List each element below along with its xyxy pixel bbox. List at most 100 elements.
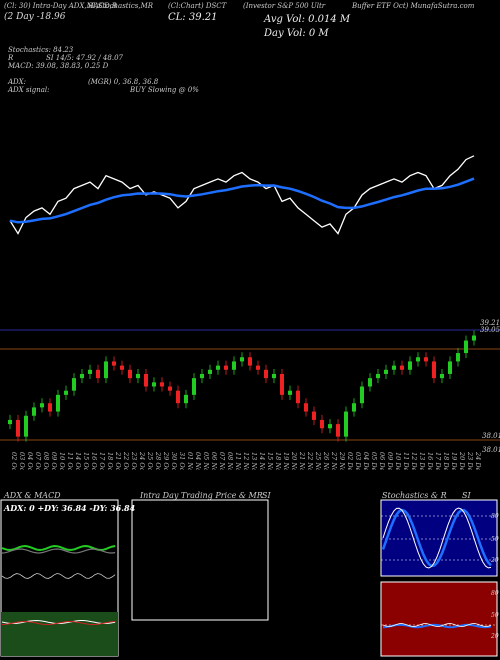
price-label-bottom: 38.01	[482, 432, 500, 440]
date-label: 29 Nov	[338, 451, 346, 470]
adx-macd-title: ADX & MACD	[4, 491, 61, 500]
date-label: 13 Dec	[418, 452, 426, 470]
day-volume: Day Vol: 0 M	[264, 28, 329, 39]
price-label-top: 39.21	[480, 319, 500, 327]
candle-body	[312, 411, 316, 420]
main-chart: 02 Oct 03 Oct 04 Oct 07 Oct 08 Oct 09 Oct 10 O…	[0, 155, 500, 470]
date-label: 17 Dec	[434, 452, 442, 470]
date-label: 09 Dec	[386, 452, 394, 470]
candle-body	[56, 394, 60, 412]
candle-body	[32, 407, 36, 416]
candle-body	[8, 419, 12, 425]
date-label: 18 Nov	[274, 452, 282, 470]
date-label: 24 Dec	[474, 451, 482, 470]
date-label: 08 Oct	[42, 452, 50, 470]
date-label: 20 Nov	[290, 451, 298, 470]
si-value: SI 14/5: 47.92 / 48.07	[46, 54, 123, 62]
candle-body	[304, 403, 308, 412]
candle-body	[280, 373, 284, 395]
candle-body	[64, 390, 68, 395]
date-label: 28 Oct	[154, 451, 162, 470]
candle-body	[408, 361, 412, 370]
macd-value: MACD: 39.08, 38.83, 0.25 D	[8, 62, 109, 70]
date-label: 23 Oct	[130, 451, 138, 470]
date-label: 08 Nov	[226, 452, 234, 470]
intra-day-title: Intra Day Trading Price & MR	[140, 491, 263, 500]
candle-body	[176, 390, 180, 404]
candle-body	[392, 365, 396, 370]
date-label: 11 Nov	[234, 452, 242, 470]
moving-average-line	[9, 177, 475, 224]
date-label: 17 Oct	[98, 452, 106, 470]
si-panel-frame	[380, 581, 498, 657]
date-label: 11 Oct	[66, 452, 74, 470]
stochastics-title: Stochastics & R	[382, 491, 447, 500]
date-label: 03 Dec	[354, 452, 362, 470]
adx-signal-value: BUY Slowing @ 0%	[130, 86, 199, 94]
candle-body	[416, 357, 420, 362]
date-label: 21 Oct	[114, 451, 122, 470]
stochastics-value: Stochastics: 84.23	[8, 46, 74, 54]
date-label: 02 Oct	[10, 452, 18, 470]
date-label: 29 Oct	[162, 451, 170, 470]
date-label: 25 Nov	[314, 451, 322, 470]
candle-body	[368, 378, 372, 387]
date-label: 03 Oct	[18, 452, 26, 470]
date-label: 12 Nov	[242, 452, 250, 470]
date-label: 15 Oct	[82, 452, 90, 470]
date-label: 07 Oct	[34, 452, 42, 470]
candle-body	[232, 361, 236, 370]
candle-body	[376, 373, 380, 379]
stoch-tick-80: 80	[491, 513, 499, 520]
stochastics-line	[9, 155, 475, 235]
candle-body	[456, 353, 460, 362]
stochastics-panel-lines	[381, 507, 497, 569]
candle-body	[440, 373, 444, 379]
stochastics-si: SI	[462, 491, 471, 500]
date-label: 18 Dec	[442, 452, 450, 470]
macd-lines	[1, 619, 116, 626]
date-label: 16 Dec	[426, 452, 434, 470]
stoch-tick-50: 50	[491, 536, 499, 543]
candle-body	[352, 403, 356, 412]
candle-body	[472, 335, 476, 341]
date-label: 12 Dec	[410, 452, 418, 470]
stochastics-path	[9, 155, 475, 235]
header-title-b: SI,Stochastics,MR	[88, 2, 154, 10]
si-signal-line	[382, 623, 492, 629]
date-label: 19 Dec	[450, 452, 458, 470]
candle-body	[336, 424, 340, 437]
header-title-c: (Cl:Chart) DSCT	[168, 2, 227, 10]
candle-body	[464, 340, 468, 354]
candle-body	[136, 373, 140, 379]
candle-body	[24, 415, 28, 437]
candle-body	[152, 382, 156, 387]
date-label: 14 Oct	[74, 452, 82, 470]
date-label: 30 Oct	[170, 452, 178, 470]
date-label: 05 Nov	[202, 452, 210, 470]
date-label: 05 Dec	[370, 452, 378, 470]
date-label: 13 Nov	[250, 452, 258, 470]
date-label: 07 Nov	[218, 452, 226, 470]
date-label: 22 Oct	[122, 451, 130, 470]
intra-day-si: SI	[262, 491, 271, 500]
date-label: 14 Nov	[258, 452, 266, 470]
date-label: 04 Nov	[194, 452, 202, 470]
date-label: 04 Oct	[26, 452, 34, 470]
candle-body	[448, 361, 452, 374]
date-label: 26 Nov	[322, 451, 330, 470]
date-label: 09 Oct	[50, 452, 58, 470]
si-line	[382, 623, 492, 627]
date-label: 10 Oct	[58, 452, 66, 470]
adx-label: ADX:	[8, 78, 27, 86]
macd-panel-bg	[1, 612, 118, 656]
header-title-d: (Investor S&P 500 Ultr	[243, 2, 326, 10]
si-tick-20: 20	[491, 633, 499, 640]
date-label: 22 Nov	[306, 451, 314, 470]
candle-body	[288, 390, 292, 395]
candle-body	[424, 357, 428, 362]
stoch-d-line	[381, 508, 492, 568]
candle-body	[184, 394, 188, 404]
date-label: 31 Oct	[178, 452, 186, 470]
